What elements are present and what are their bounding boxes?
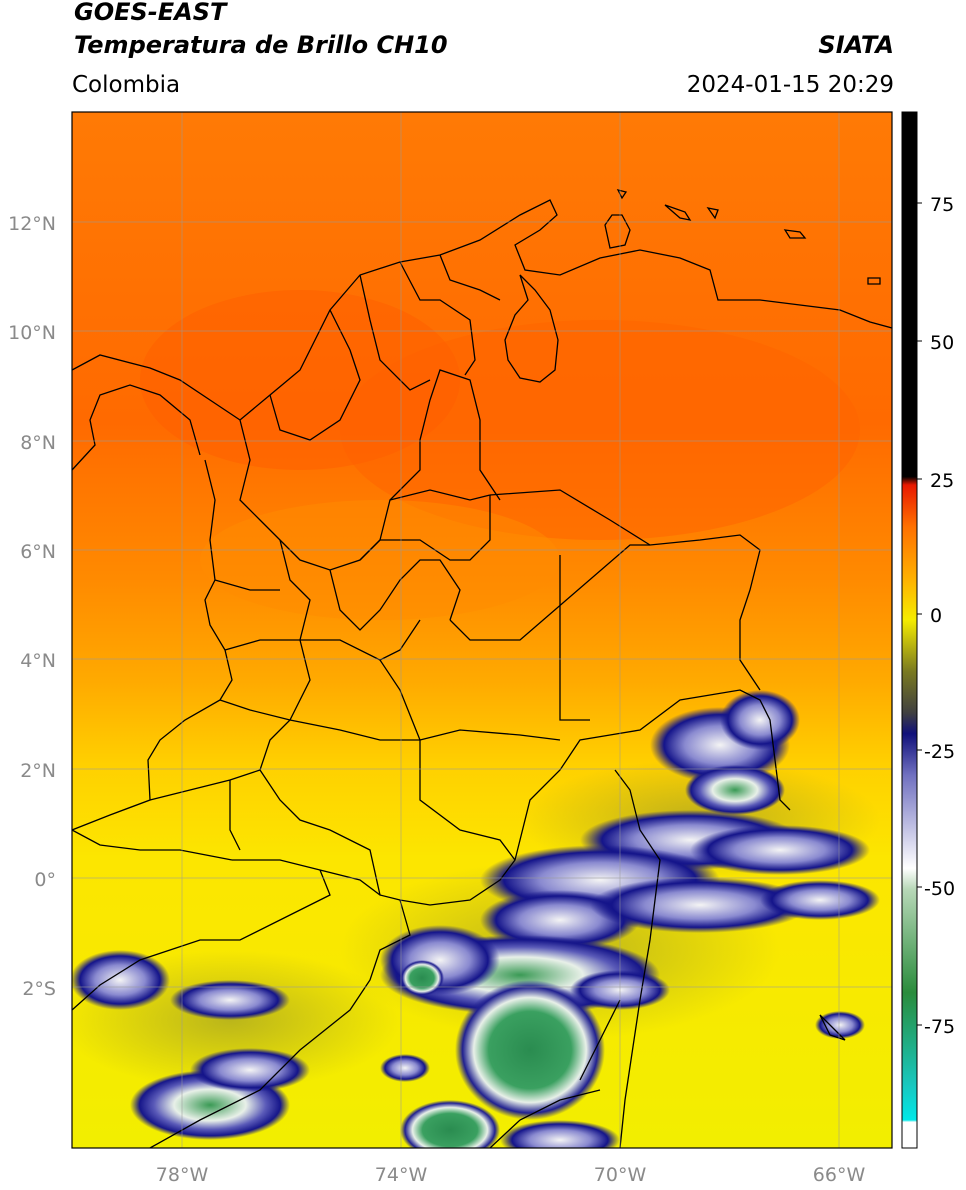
- lat-axis: 12°N 10°N 8°N 6°N 4°N 2°N 0° 2°S: [8, 213, 56, 1000]
- colorbar-tick-label: 25: [930, 470, 954, 492]
- lat-tick-label: 8°N: [20, 432, 56, 454]
- lon-tick-label: 74°W: [375, 1164, 428, 1186]
- lon-tick-label: 78°W: [156, 1164, 209, 1186]
- lat-tick-label: 0°: [34, 869, 56, 891]
- colorbar-tick-label: 0: [930, 605, 942, 627]
- lat-tick-label: 6°N: [20, 541, 56, 563]
- brand-label: SIATA: [818, 31, 894, 59]
- graticule: [72, 112, 892, 1148]
- lat-tick-label: 4°N: [20, 650, 56, 672]
- colorbar-tick-label: -25: [924, 741, 955, 763]
- lon-tick-label: 70°W: [594, 1164, 647, 1186]
- region-label: Colombia: [72, 72, 181, 98]
- colorbar-tick-label: 50: [930, 332, 954, 354]
- lat-tick-label: 2°N: [20, 760, 56, 782]
- product-title: Temperatura de Brillo CH10: [74, 31, 448, 59]
- map-imagery: [72, 112, 892, 1148]
- colorbar: 75 50 25 0 -25 -50 -75: [901, 111, 955, 1149]
- satellite-title: GOES-EAST: [74, 0, 227, 26]
- colorbar-gradient: [902, 112, 917, 1148]
- colorbar-tick-label: 75: [930, 194, 954, 216]
- lat-tick-label: 2°S: [22, 978, 56, 1000]
- lat-tick-label: 12°N: [8, 213, 56, 235]
- colorbar-tick-label: -50: [924, 878, 955, 900]
- lon-tick-label: 66°W: [813, 1164, 866, 1186]
- colorbar-tick-label: -75: [924, 1016, 955, 1038]
- coastline-borders: [72, 189, 892, 1148]
- map-frame: [71, 111, 893, 1149]
- timestamp-label: 2024-01-15 20:29: [686, 72, 894, 98]
- lat-tick-label: 10°N: [8, 322, 56, 344]
- lon-axis: 78°W 74°W 70°W 66°W: [156, 1164, 866, 1186]
